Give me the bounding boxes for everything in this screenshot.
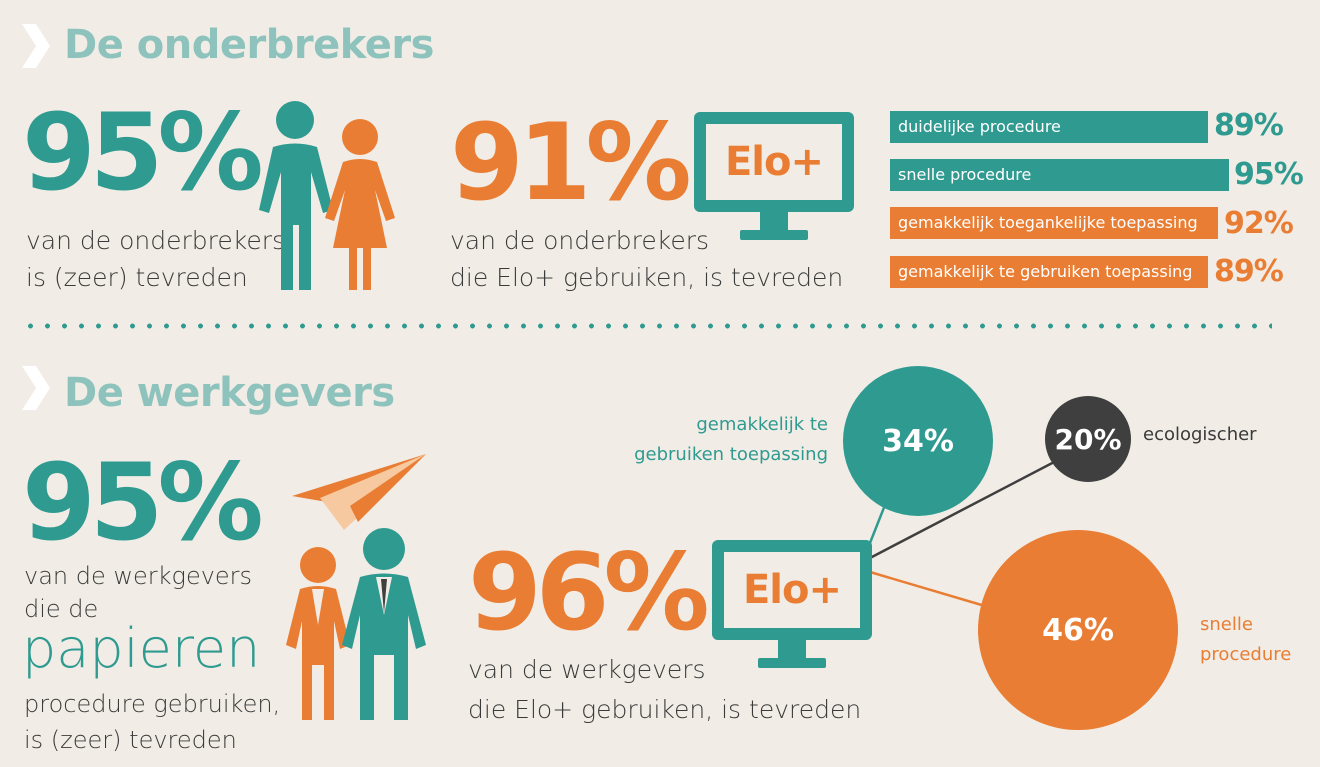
elo-logo: Elo+ <box>724 139 824 185</box>
elo-logo: Elo+ <box>742 567 842 613</box>
bar-value: 89% <box>1214 254 1284 289</box>
business-people-icon <box>286 528 426 720</box>
stat-onderbrekers-value: 95% <box>22 91 264 214</box>
stat-text-line: van de onderbrekers <box>450 226 710 255</box>
stat-elo-onderbrekers-value: 91% <box>450 101 692 224</box>
circle-20-label: ecologischer <box>1143 424 1257 445</box>
monitor-icon <box>694 112 854 240</box>
circle-46-label: snelle procedure <box>1200 610 1291 670</box>
chevron-right-icon <box>22 24 50 68</box>
bar-value: 92% <box>1224 206 1294 241</box>
people-couple-icon <box>259 101 395 290</box>
circle-label-line: gemakkelijk te <box>696 414 828 435</box>
dotted-divider <box>22 322 1272 330</box>
bar-value: 95% <box>1234 157 1304 192</box>
bar-value: 89% <box>1214 108 1284 143</box>
bar-snelle-procedure: snelle procedure <box>890 159 1229 191</box>
stat-text-line: die Elo+ gebruiken, is tevreden <box>450 263 844 292</box>
monitor-icon <box>712 540 872 668</box>
stat-text-line: is (zeer) tevreden <box>26 263 248 292</box>
section-title-onderbrekers: De onderbrekers <box>64 22 434 68</box>
circle-34: 34% <box>843 366 993 516</box>
section-title-werkgevers: De werkgevers <box>64 370 395 416</box>
circle-label-line: snelle <box>1200 614 1253 635</box>
bar-gemakkelijk-te-gebruiken: gemakkelijk te gebruiken toepassing <box>890 256 1208 288</box>
stat-werkgevers-papieren: papieren <box>22 617 261 680</box>
circle-34-label: gemakkelijk te gebruiken toepassing <box>600 410 828 470</box>
stat-werkgevers-value: 95% <box>22 441 264 564</box>
stat-werkgevers-line1: van de werkgevers <box>24 562 253 590</box>
stat-elo-werkgevers-text: van de werkgevers die Elo+ gebruiken, is… <box>468 650 861 730</box>
circle-label-line: gebruiken toepassing <box>634 444 828 465</box>
stat-onderbrekers-text: van de onderbrekers is (zeer) tevreden <box>26 222 285 296</box>
stat-werkgevers-line4: procedure gebruiken, <box>24 690 281 718</box>
stat-text-line: die Elo+ gebruiken, is tevreden <box>468 695 862 724</box>
bar-gemakkelijk-toegankelijk: gemakkelijk toegankelijke toepassing <box>890 207 1218 239</box>
stat-elo-werkgevers-value: 96% <box>468 531 710 654</box>
stat-elo-onderbrekers-text: van de onderbrekers die Elo+ gebruiken, … <box>450 222 843 296</box>
stat-werkgevers-line5: is (zeer) tevreden <box>24 726 237 754</box>
stat-werkgevers-line2: die de <box>24 595 99 623</box>
circle-20: 20% <box>1045 396 1131 482</box>
stat-text-line: van de werkgevers <box>468 655 706 684</box>
stat-text-line: van de onderbrekers <box>26 226 286 255</box>
paper-plane-icon <box>292 454 426 530</box>
circle-label-line: procedure <box>1200 644 1292 665</box>
bar-duidelijke-procedure: duidelijke procedure <box>890 111 1208 143</box>
circle-46: 46% <box>978 530 1178 730</box>
chevron-right-icon <box>22 366 50 410</box>
